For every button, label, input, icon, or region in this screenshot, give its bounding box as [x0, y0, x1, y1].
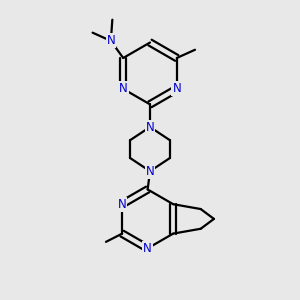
Text: N: N: [146, 121, 154, 134]
Text: N: N: [172, 82, 181, 95]
Text: N: N: [143, 242, 152, 255]
Text: N: N: [118, 198, 127, 211]
Text: N: N: [146, 165, 154, 178]
Text: N: N: [119, 82, 128, 95]
Text: N: N: [106, 34, 115, 47]
